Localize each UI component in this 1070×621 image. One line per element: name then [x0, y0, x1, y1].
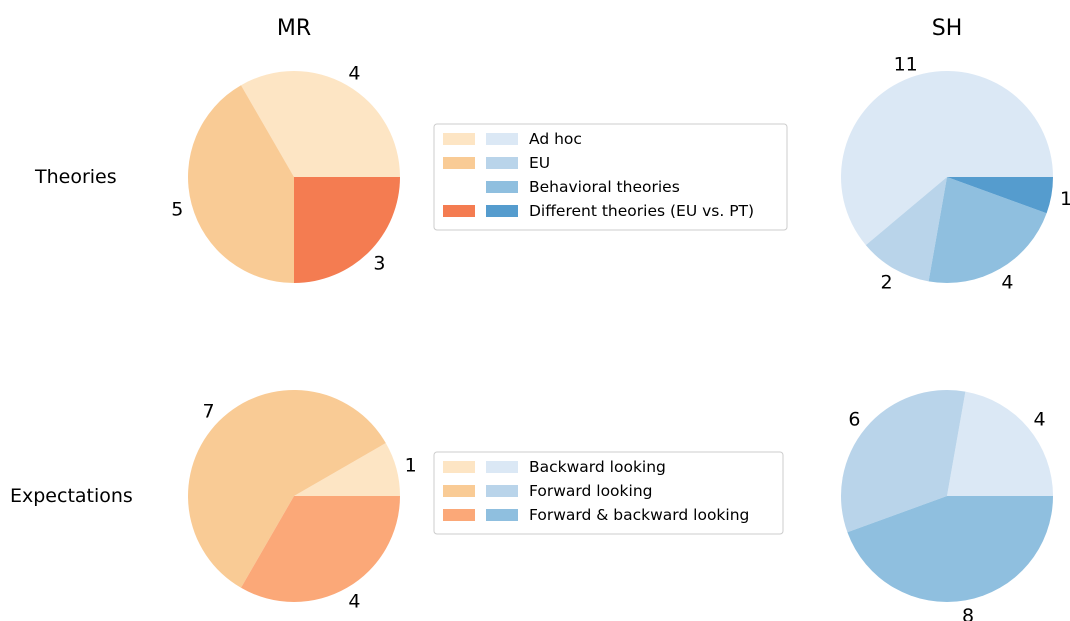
pie-value-label: 8: [962, 605, 974, 621]
legend-label-forward-backward-looking: Forward & backward looking: [529, 506, 749, 524]
row-label-expectations: Expectations: [10, 485, 133, 507]
pie-value-label: 5: [171, 198, 183, 220]
pie-value-label: 6: [848, 408, 860, 430]
pie-value-label: 4: [348, 62, 360, 84]
pie-slice-eu: [865, 177, 947, 282]
pie-value-label: 2: [881, 272, 893, 294]
row-label-theories: Theories: [34, 166, 117, 188]
legend-label-behavioral-theories: Behavioral theories: [529, 178, 680, 196]
legend-expectations: Backward looking Forward looking Forward &…: [433, 451, 784, 535]
column-title-sh: SH: [932, 16, 963, 41]
pie-slice-ad-hoc: [840, 71, 1053, 246]
legend-frame: [433, 123, 788, 231]
legend-label-forward-looking: Forward looking: [529, 482, 652, 500]
pie-sh-theories: 11 2 4 1: [840, 53, 1070, 294]
legend-label-eu: EU: [529, 154, 550, 172]
pie-value-label: 1: [1060, 188, 1070, 210]
pie-slice-forward-looking: [188, 390, 386, 588]
legend-swatch-mr: [443, 485, 475, 497]
legend-swatch-sh: [486, 205, 518, 217]
legend-swatch-mr: [443, 461, 475, 473]
pie-slice-backward-looking: [947, 391, 1053, 496]
pie-mr-theories: 4 5 3: [171, 62, 400, 283]
legend-swatch-sh: [486, 157, 518, 169]
pie-slice-eu: [187, 85, 294, 283]
legend-swatch-sh: [486, 181, 518, 193]
legend-swatch-mr: [443, 205, 475, 217]
pie-slice-ad-hoc: [241, 70, 400, 177]
pie-slice-forward-backward-looking: [241, 496, 400, 603]
pie-slice-forward-looking: [840, 389, 966, 533]
legend-frame: [433, 451, 784, 535]
legend-label-ad-hoc: Ad hoc: [529, 130, 582, 148]
column-title-mr: MR: [277, 16, 311, 41]
pie-slice-different-theories-eu-vs-pt: [294, 177, 400, 283]
legend-label-different-theories-eu-vs-pt: Different theories (EU vs. PT): [529, 202, 754, 220]
pie-value-label: 4: [1034, 408, 1046, 430]
pie-sh-expectations: 4 6 8: [840, 389, 1053, 621]
pie-slice-backward-looking: [294, 443, 400, 496]
legend-swatch-mr: [443, 133, 475, 145]
pie-value-label: 3: [373, 252, 385, 274]
pie-value-label: 4: [1001, 272, 1013, 294]
legend-swatch-sh: [486, 133, 518, 145]
legend-swatch-sh: [486, 485, 518, 497]
legend-swatch-mr: [443, 509, 475, 521]
legend-theories: Ad hoc EU Behavioral theories Different the…: [433, 123, 788, 231]
pie-value-label: 4: [348, 591, 360, 613]
legend-swatch-sh: [486, 461, 518, 473]
pie-slice-behavioral-theories: [928, 177, 1047, 284]
pie-value-label: 1: [405, 455, 417, 477]
legend-label-backward-looking: Backward looking: [529, 458, 666, 476]
pie-slice-forward-backward-looking: [847, 496, 1053, 603]
pie-slice-different-theories-eu-vs-pt: [947, 177, 1053, 214]
legend-swatch-sh: [486, 509, 518, 521]
pie-mr-expectations: 1 7 4: [188, 390, 417, 613]
legend-swatch-mr: [443, 157, 475, 169]
pie-value-label: 7: [203, 401, 215, 423]
pie-value-label: 11: [894, 53, 918, 75]
